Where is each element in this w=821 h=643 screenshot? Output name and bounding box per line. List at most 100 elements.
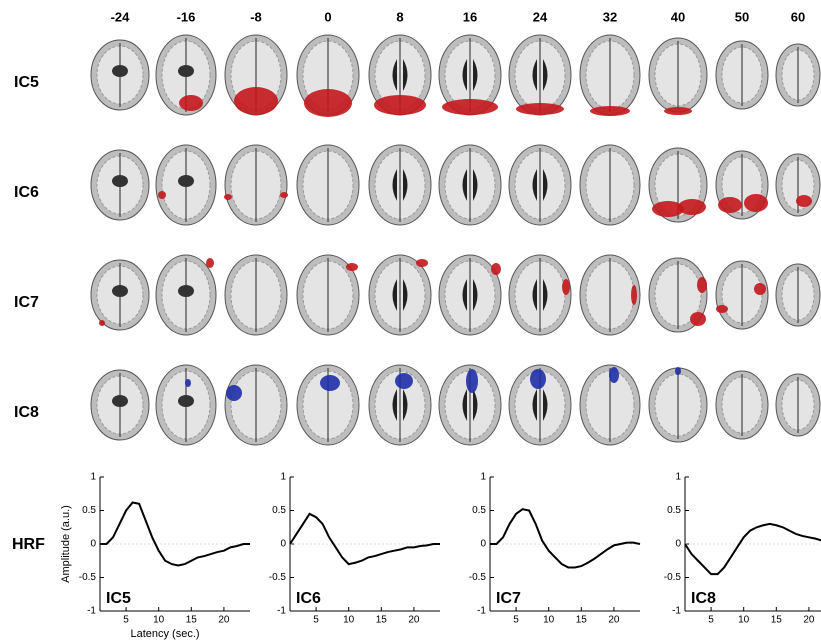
x-tick-label: 20 — [608, 615, 620, 626]
activation-blob — [590, 106, 630, 116]
activation-blob — [158, 191, 166, 199]
slice-label: -8 — [250, 9, 262, 24]
slice-label: 8 — [396, 9, 403, 24]
x-tick-label: 5 — [513, 615, 519, 626]
x-tick-label: 15 — [576, 615, 588, 626]
y-tick-label: -0.5 — [469, 572, 487, 583]
activation-blob — [374, 95, 426, 115]
x-tick-label: 20 — [408, 615, 420, 626]
x-tick-label: 5 — [123, 615, 129, 626]
hrf-label: HRF — [12, 536, 45, 553]
y-tick-label: -0.5 — [79, 572, 97, 583]
slice-label: 24 — [533, 9, 548, 24]
y-tick-label: 0.5 — [472, 505, 486, 516]
activation-blob — [224, 194, 232, 200]
row-label: IC7 — [14, 294, 39, 311]
x-tick-label: 15 — [771, 615, 783, 626]
panel-label: IC6 — [296, 590, 321, 607]
brainstem — [178, 395, 194, 407]
brainstem — [112, 395, 128, 407]
activation-blob — [185, 379, 191, 387]
x-tick-label: 15 — [376, 615, 388, 626]
brainstem — [112, 65, 128, 77]
y-tick-label: -0.5 — [269, 572, 287, 583]
x-tick-label: 10 — [543, 615, 555, 626]
y-tick-label: 1 — [280, 472, 286, 483]
panel-label: IC7 — [496, 590, 521, 607]
activation-blob — [466, 369, 478, 393]
activation-blob — [179, 95, 203, 111]
activation-blob — [320, 375, 340, 391]
y-tick-label: -1 — [277, 606, 286, 617]
activation-blob — [516, 103, 564, 115]
activation-blob — [491, 263, 501, 275]
activation-blob — [678, 199, 706, 215]
y-tick-label: -1 — [87, 606, 96, 617]
x-tick-label: 10 — [153, 615, 165, 626]
x-tick-label: 20 — [218, 615, 230, 626]
activation-blob — [697, 277, 707, 293]
slice-label: 0 — [324, 9, 331, 24]
x-tick-label: 5 — [313, 615, 319, 626]
x-tick-label: 5 — [708, 615, 714, 626]
activation-blob — [395, 373, 413, 389]
y-tick-label: 1 — [90, 472, 96, 483]
slice-label: 50 — [735, 9, 749, 24]
y-tick-label: 1 — [675, 472, 681, 483]
activation-blob — [280, 192, 288, 198]
activation-blob — [754, 283, 766, 295]
x-tick-label: 10 — [343, 615, 355, 626]
activation-blob — [664, 107, 692, 115]
activation-blob — [796, 195, 812, 207]
x-tick-label: 15 — [186, 615, 198, 626]
brainstem — [112, 285, 128, 297]
activation-blob — [530, 369, 546, 389]
activation-blob — [675, 367, 681, 375]
slice-label: 60 — [791, 9, 805, 24]
brainstem — [178, 285, 194, 297]
activation-blob — [690, 312, 706, 326]
y-axis-label: Amplitude (a.u.) — [60, 505, 72, 583]
slice-label: -24 — [111, 9, 131, 24]
activation-blob — [234, 87, 278, 115]
activation-blob — [206, 258, 214, 268]
activation-blob — [562, 279, 570, 295]
slice-label: 40 — [671, 9, 685, 24]
y-tick-label: -1 — [477, 606, 486, 617]
activation-blob — [99, 320, 105, 326]
x-axis-label: Latency (sec.) — [130, 628, 199, 640]
y-tick-label: 0.5 — [667, 505, 681, 516]
activation-blob — [631, 285, 637, 305]
y-tick-label: 0 — [280, 539, 286, 550]
activation-blob — [304, 89, 352, 117]
activation-blob — [346, 263, 358, 271]
x-tick-label: 20 — [803, 615, 815, 626]
y-tick-label: 0 — [480, 539, 486, 550]
figure: -24-16-808162432405060IC5IC6IC7IC8HRF-1-… — [0, 0, 821, 643]
activation-blob — [226, 385, 242, 401]
activation-blob — [716, 305, 728, 313]
activation-blob — [609, 367, 619, 383]
slice-label: 16 — [463, 9, 477, 24]
y-tick-label: 0 — [90, 539, 96, 550]
y-tick-label: -1 — [672, 606, 681, 617]
activation-blob — [416, 259, 428, 267]
y-tick-label: -0.5 — [664, 572, 682, 583]
brainstem — [112, 175, 128, 187]
brainstem — [178, 65, 194, 77]
activation-blob — [718, 197, 742, 213]
activation-blob — [744, 194, 768, 212]
panel-label: IC8 — [691, 590, 716, 607]
panel-label: IC5 — [106, 590, 131, 607]
row-label: IC5 — [14, 74, 39, 91]
row-label: IC8 — [14, 404, 39, 421]
brainstem — [178, 175, 194, 187]
y-tick-label: 0.5 — [82, 505, 96, 516]
activation-blob — [442, 99, 498, 115]
y-tick-label: 1 — [480, 472, 486, 483]
slice-label: -16 — [177, 9, 196, 24]
slice-label: 32 — [603, 9, 617, 24]
x-tick-label: 10 — [738, 615, 750, 626]
y-tick-label: 0.5 — [272, 505, 286, 516]
row-label: IC6 — [14, 184, 39, 201]
